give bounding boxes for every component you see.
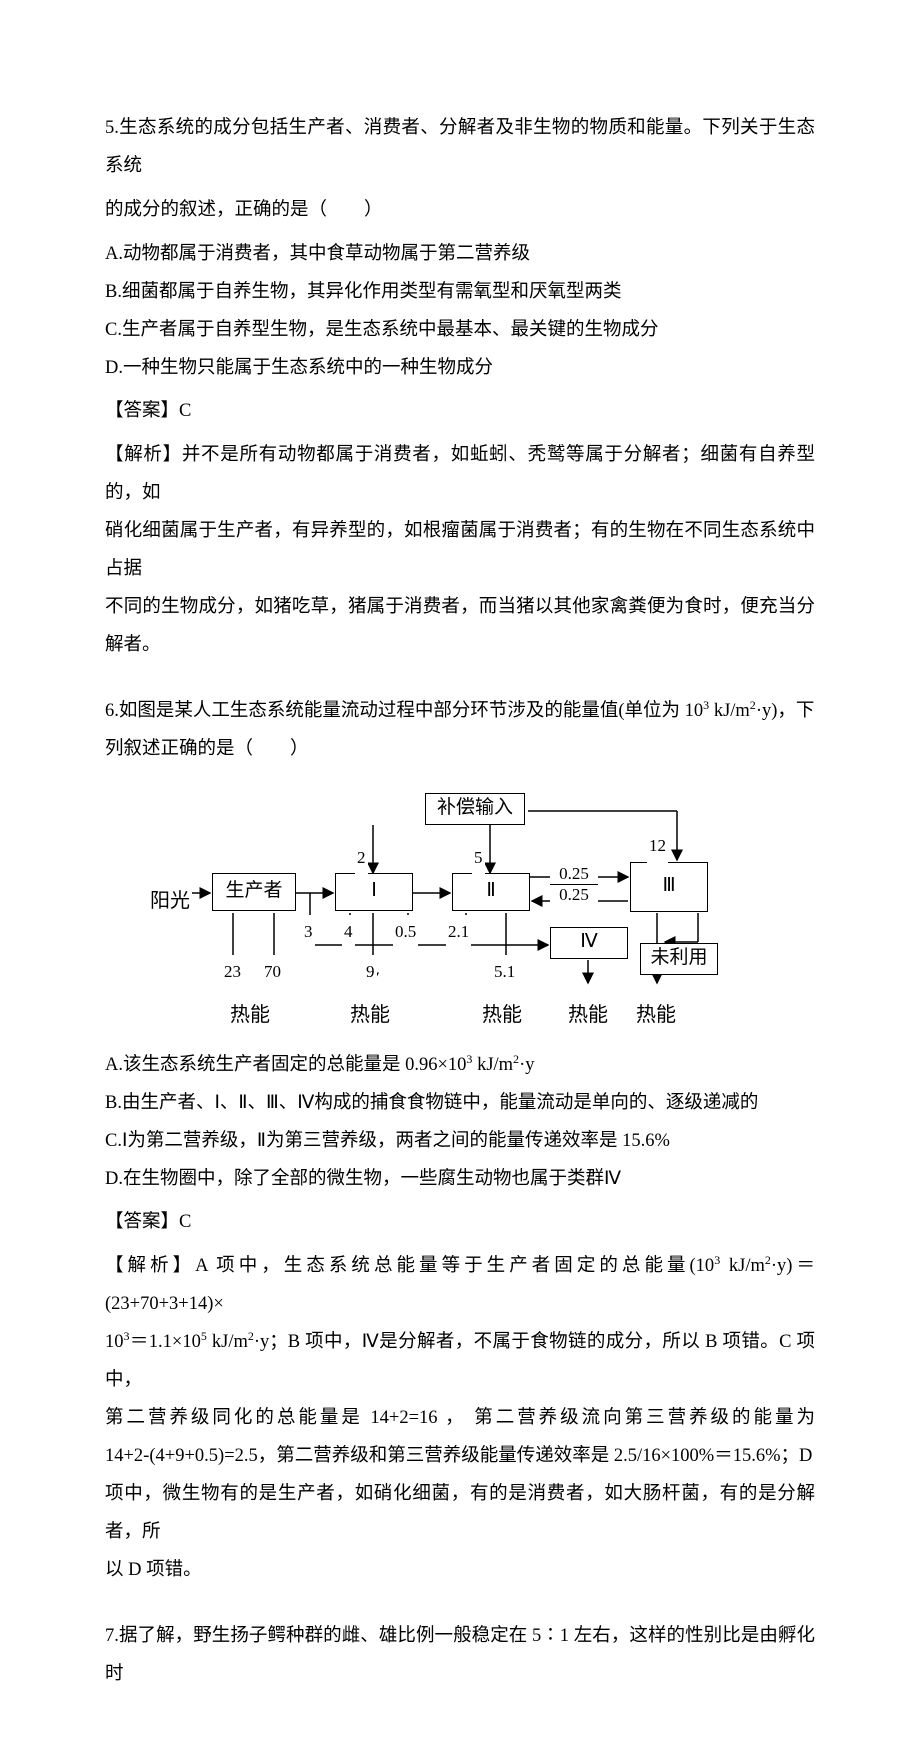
diagram-comp-box: 补偿输入 bbox=[425, 793, 525, 825]
q5-explain-1: 【解析】并不是所有动物都属于消费者，如蚯蚓、秃鹫等属于分解者；细菌有自养型的，如 bbox=[105, 437, 815, 513]
diagram-n70: 70 bbox=[262, 955, 283, 990]
diagram-IV-box: Ⅳ bbox=[550, 927, 628, 959]
diagram-sun-label: 阳光 bbox=[150, 881, 190, 922]
diagram-heat-3: 热能 bbox=[482, 995, 522, 1036]
q6-option-d: D.在生物圈中，除了全部的微生物，一些腐生动物也属于类群Ⅳ bbox=[105, 1161, 815, 1199]
q6-answer: 【答案】C bbox=[105, 1204, 815, 1242]
q6-explain-6: 以 D 项错。 bbox=[105, 1552, 815, 1590]
diagram-heat-1: 热能 bbox=[230, 995, 270, 1036]
diagram-n12: 12 bbox=[647, 829, 668, 864]
q5-option-b: B.细菌都属于自养生物，其异化作用类型有需氧型和厌氧型两类 bbox=[105, 274, 815, 312]
q5-explain-2: 硝化细菌属于生产者，有异养型的，如根瘤菌属于消费者；有的生物在不同生态系统中占据 bbox=[105, 513, 815, 589]
diagram-n23: 23 bbox=[222, 955, 243, 990]
q5-stem-line1: 5.生态系统的成分包括生产者、消费者、分解者及非生物的物质和能量。下列关于生态系… bbox=[105, 110, 815, 186]
q5-option-c: C.生产者属于自养型生物，是生态系统中最基本、最关键的生物成分 bbox=[105, 312, 815, 350]
diagram-heat-2: 热能 bbox=[350, 995, 390, 1036]
q6-explain-3: 第二营养级同化的总能量是 14+2=16 ， 第二营养级流向第三营养级的能量为 bbox=[105, 1400, 815, 1438]
q5-explain-3: 不同的生物成分，如猪吃草，猪属于消费者，而当猪以其他家禽粪便为食时，便充当分解者… bbox=[105, 589, 815, 665]
diagram-n51: 5.1 bbox=[492, 955, 517, 990]
diagram-n05: 0.5 bbox=[393, 915, 418, 950]
diagram-unused-box: 未利用 bbox=[640, 943, 718, 975]
diagram-n9: 9 bbox=[364, 955, 377, 990]
diagram-n2: 2 bbox=[355, 841, 368, 876]
q6-option-a: A.该生态系统生产者固定的总能量是 0.96×103 kJ/m2·y bbox=[105, 1047, 815, 1085]
diagram-producer-box: 生产者 bbox=[212, 873, 296, 911]
diagram-n025-stack: 0.25 0.25 bbox=[550, 865, 598, 905]
diagram-n21: 2.1 bbox=[446, 915, 471, 950]
diagram-n4: 4 bbox=[342, 915, 355, 950]
energy-flow-diagram: 阳光 补偿输入 生产者 Ⅰ Ⅱ Ⅲ Ⅳ 未利用 2 12 5 12 0.25 0… bbox=[150, 785, 770, 1035]
q5-stem-line2: 的成分的叙述，正确的是（ ） bbox=[105, 192, 815, 230]
q6-explain-5: 项中，微生物有的是生产者，如硝化细菌，有的是消费者，如大肠杆菌，有的是分解者，所 bbox=[105, 1476, 815, 1552]
diagram-n5b: 5 bbox=[472, 841, 485, 876]
q5-option-a: A.动物都属于消费者，其中食草动物属于第二营养级 bbox=[105, 236, 815, 274]
q6-option-b: B.由生产者、Ⅰ、Ⅱ、Ⅲ、Ⅳ构成的捕食食物链中，能量流动是单向的、逐级递减的 bbox=[105, 1085, 815, 1123]
q6-explain-1: 【解析】A 项中，生态系统总能量等于生产者固定的总能量(103 kJ/m2·y)… bbox=[105, 1248, 815, 1324]
q6-stem-line2: 列叙述正确的是（ ） bbox=[105, 731, 815, 769]
page: 5.生态系统的成分包括生产者、消费者、分解者及非生物的物质和能量。下列关于生态系… bbox=[0, 0, 920, 1760]
q5-answer: 【答案】C bbox=[105, 393, 815, 431]
q6-explain-2: 103＝1.1×105 kJ/m2·y；B 项中，Ⅳ是分解者，不属于食物链的成分… bbox=[105, 1324, 815, 1400]
q7-stem-line1: 7.据了解，野生扬子鳄种群的雌、雄比例一般稳定在 5∶1 左右，这样的性别比是由… bbox=[105, 1618, 815, 1694]
q6-explain-4: 14+2-(4+9+0.5)=2.5，第二营养级和第三营养级能量传递效率是 2.… bbox=[105, 1438, 815, 1476]
diagram-heat-4: 热能 bbox=[568, 995, 608, 1036]
diagram-I-box: Ⅰ bbox=[335, 873, 413, 911]
diagram-n3: 3 bbox=[302, 915, 315, 950]
diagram-heat-5: 热能 bbox=[636, 995, 676, 1036]
diagram-II-box: Ⅱ bbox=[452, 873, 530, 911]
diagram-III-box: Ⅲ bbox=[630, 862, 708, 912]
q5-option-d: D.一种生物只能属于生态系统中的一种生物成分 bbox=[105, 350, 815, 388]
q6-stem-line1: 6.如图是某人工生态系统能量流动过程中部分环节涉及的能量值(单位为 103 kJ… bbox=[105, 693, 815, 731]
q6-option-c: C.Ⅰ为第二营养级，Ⅱ为第三营养级，两者之间的能量传递效率是 15.6% bbox=[105, 1123, 815, 1161]
